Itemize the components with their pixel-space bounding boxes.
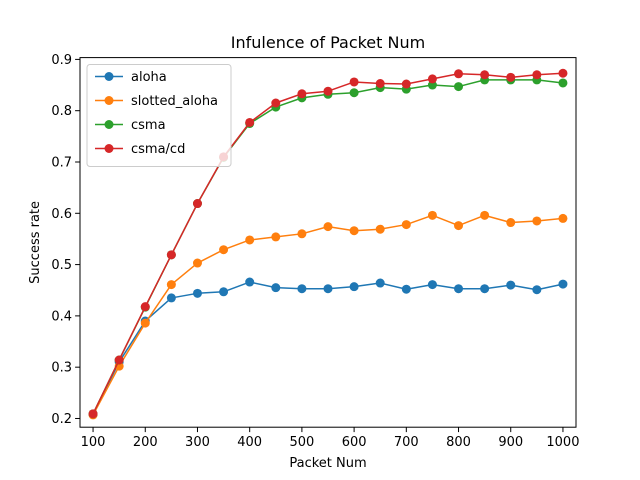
- data-point-slotted-aloha: [532, 216, 542, 226]
- series-aloha: [88, 277, 568, 419]
- x-tick-label: 800: [446, 435, 471, 450]
- data-point-csma-cd: [532, 70, 542, 80]
- data-point-slotted-aloha: [323, 222, 333, 232]
- data-point-csma-cd: [323, 86, 333, 96]
- legend-item-aloha: aloha: [95, 70, 167, 85]
- data-point-csma-cd: [297, 89, 307, 99]
- x-tick-label: 300: [185, 435, 210, 450]
- data-point-csma-cd: [192, 199, 202, 209]
- legend-item-slotted-aloha: slotted_aloha: [95, 94, 218, 109]
- data-point-csma-cd: [245, 117, 255, 127]
- y-tick-label: 0.7: [51, 155, 72, 170]
- data-point-slotted-aloha: [558, 213, 568, 223]
- x-tick-label: 1000: [546, 435, 579, 450]
- data-point-slotted-aloha: [297, 229, 307, 239]
- x-axis-label: Packet Num: [289, 456, 366, 471]
- data-point-aloha: [480, 284, 490, 294]
- data-point-csma-cd: [88, 409, 98, 419]
- y-tick-label: 0.3: [51, 361, 72, 376]
- x-tick-label: 900: [498, 435, 523, 450]
- data-point-slotted-aloha: [192, 258, 202, 268]
- series-csma-cd: [88, 68, 568, 419]
- data-point-slotted-aloha: [245, 235, 255, 245]
- data-point-csma-cd: [506, 72, 516, 82]
- data-point-aloha: [401, 284, 411, 294]
- data-point-aloha: [532, 285, 542, 295]
- data-point-slotted-aloha: [401, 220, 411, 230]
- data-point-csma-cd: [480, 70, 490, 80]
- chart-title: Infulence of Packet Num: [231, 33, 425, 52]
- data-point-csma-cd: [558, 68, 568, 78]
- legend-swatch-marker: [104, 120, 114, 129]
- legend-item-csma: csma: [95, 118, 166, 133]
- x-tick-label: 500: [289, 435, 314, 450]
- x-tick-label: 600: [342, 435, 367, 450]
- data-point-aloha: [558, 279, 568, 289]
- data-point-aloha: [454, 284, 464, 294]
- data-point-slotted-aloha: [427, 210, 437, 220]
- data-point-csma-cd: [427, 74, 437, 84]
- data-point-slotted-aloha: [480, 210, 490, 220]
- y-tick-label: 0.8: [51, 104, 72, 119]
- data-point-slotted-aloha: [454, 221, 464, 231]
- data-point-slotted-aloha: [271, 232, 281, 242]
- legend-label: aloha: [131, 70, 167, 85]
- data-point-slotted-aloha: [506, 218, 516, 228]
- data-point-aloha: [166, 293, 176, 303]
- data-point-csma: [558, 78, 568, 88]
- series-slotted-aloha: [88, 210, 568, 420]
- y-axis-label: Success rate: [28, 201, 43, 284]
- y-tick-label: 0.6: [51, 207, 72, 222]
- axes-frame: [79, 57, 577, 428]
- data-point-csma-cd: [271, 98, 281, 108]
- legend-swatch-marker: [104, 72, 114, 81]
- data-point-aloha: [375, 278, 385, 288]
- legend-box: [86, 64, 232, 167]
- data-point-csma-cd: [140, 302, 150, 312]
- x-tick-label: 200: [133, 435, 158, 450]
- data-point-aloha: [297, 284, 307, 294]
- x-axis-ticks: 100 200 300 400 500 600 700 800 900 1000: [81, 427, 579, 450]
- data-point-slotted-aloha: [219, 245, 229, 255]
- data-point-slotted-aloha: [375, 224, 385, 234]
- data-point-csma-cd: [166, 250, 176, 260]
- legend-item-csma-cd: csma/cd: [95, 142, 185, 157]
- data-point-aloha: [427, 280, 437, 290]
- data-point-aloha: [323, 284, 333, 294]
- x-tick-label: 100: [81, 435, 106, 450]
- legend-label: csma/cd: [131, 142, 185, 157]
- y-axis-ticks: 0.2 0.3 0.4 0.5 0.6 0.7 0.8 0.9: [51, 53, 80, 427]
- legend-label: slotted_aloha: [131, 94, 218, 109]
- x-tick-label: 400: [237, 435, 262, 450]
- data-point-aloha: [506, 280, 516, 290]
- x-tick-label: 700: [394, 435, 419, 450]
- data-point-aloha: [271, 283, 281, 293]
- data-point-csma: [454, 82, 464, 92]
- legend-swatch-marker: [104, 96, 114, 105]
- data-point-slotted-aloha: [140, 318, 150, 328]
- data-point-csma-cd: [401, 79, 411, 89]
- data-point-slotted-aloha: [166, 280, 176, 290]
- data-point-csma-cd: [349, 77, 359, 87]
- y-tick-label: 0.9: [51, 53, 72, 68]
- y-tick-label: 0.4: [51, 309, 72, 324]
- data-point-csma: [349, 88, 359, 98]
- data-point-csma-cd: [114, 355, 124, 365]
- data-point-csma-cd: [454, 69, 464, 79]
- data-point-aloha: [219, 287, 229, 297]
- data-point-csma: [427, 80, 437, 90]
- legend-swatch-marker: [104, 144, 114, 153]
- data-point-slotted-aloha: [349, 226, 359, 236]
- data-point-csma-cd: [375, 79, 385, 89]
- data-point-aloha: [349, 282, 359, 292]
- data-point-aloha: [245, 277, 255, 287]
- series-layer: [88, 68, 568, 420]
- legend-label: csma: [131, 118, 166, 133]
- data-point-aloha: [192, 288, 202, 298]
- y-tick-label: 0.5: [51, 258, 72, 273]
- y-tick-label: 0.2: [51, 412, 72, 427]
